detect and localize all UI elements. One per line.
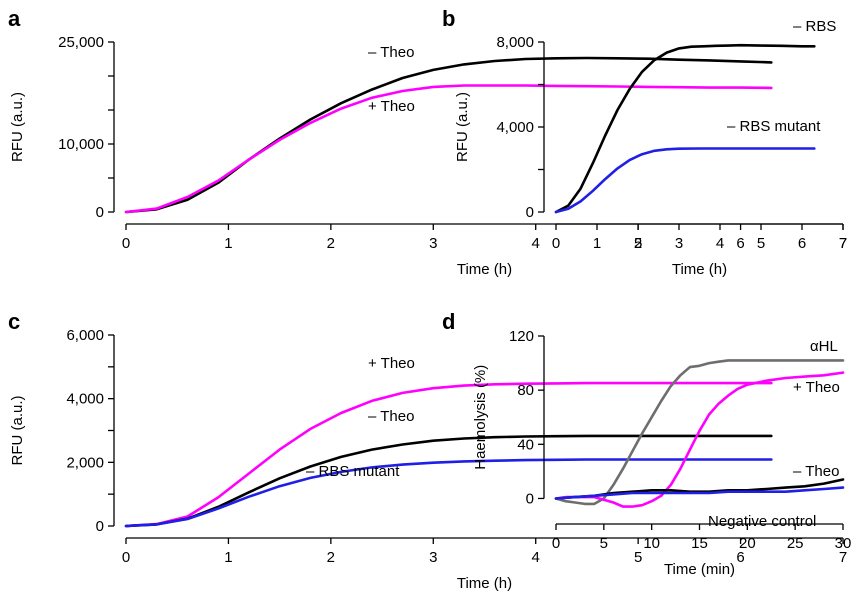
y-tick-label: 40 bbox=[517, 436, 534, 453]
series-annotation: + Theo bbox=[793, 379, 840, 396]
series-annotation: + Theo bbox=[368, 355, 415, 372]
x-tick-label: 4 bbox=[532, 235, 540, 252]
series-annotation: – RBS mutant bbox=[306, 463, 400, 480]
x-axis-label: Time (h) bbox=[672, 261, 727, 278]
x-axis-label: Time (h) bbox=[457, 261, 512, 278]
panel-label: c bbox=[8, 309, 20, 334]
x-tick-label: 0 bbox=[552, 235, 560, 252]
x-tick-label: 5 bbox=[757, 235, 765, 252]
x-tick-label: 3 bbox=[429, 549, 437, 566]
series-line-grey bbox=[554, 359, 845, 506]
x-tick-label: 0 bbox=[122, 235, 130, 252]
y-tick-label: 0 bbox=[526, 490, 534, 507]
series-line-magenta bbox=[124, 381, 773, 528]
x-tick-label: 5 bbox=[634, 549, 642, 566]
x-tick-label: 1 bbox=[224, 549, 232, 566]
x-tick-label: 4 bbox=[716, 235, 724, 252]
x-axis-label: Time (min) bbox=[664, 561, 735, 578]
y-tick-label: 4,000 bbox=[66, 391, 104, 408]
x-tick-label: 7 bbox=[839, 549, 847, 566]
series-annotation: – Theo bbox=[793, 463, 839, 480]
y-tick-label: 10,000 bbox=[58, 136, 104, 153]
y-axis-label: RFU (a.u.) bbox=[9, 92, 26, 162]
x-tick-label: 1 bbox=[593, 235, 601, 252]
y-axis-label: RFU (a.u.) bbox=[9, 395, 26, 465]
series-line-blue bbox=[554, 147, 816, 214]
x-tick-label: 5 bbox=[634, 235, 642, 252]
y-tick-label: 2,000 bbox=[66, 454, 104, 471]
y-tick-label: 8,000 bbox=[496, 34, 534, 51]
x-tick-label: 3 bbox=[429, 235, 437, 252]
panel-label: b bbox=[442, 6, 455, 31]
x-tick-label: 6 bbox=[736, 235, 744, 252]
x-tick-label: 7 bbox=[839, 235, 847, 252]
series-annotation: – Theo bbox=[368, 408, 414, 425]
x-tick-label: 30 bbox=[835, 535, 852, 552]
y-tick-label: 4,000 bbox=[496, 119, 534, 136]
y-tick-label: 0 bbox=[526, 204, 534, 221]
y-tick-label: 120 bbox=[509, 328, 534, 345]
x-tick-label: 2 bbox=[634, 235, 642, 252]
series-line-blue bbox=[554, 486, 845, 500]
x-tick-label: 10 bbox=[643, 535, 660, 552]
x-tick-label: 6 bbox=[798, 235, 806, 252]
x-tick-label: 3 bbox=[675, 235, 683, 252]
panel-label: a bbox=[8, 6, 21, 31]
x-tick-label: 0 bbox=[552, 535, 560, 552]
y-tick-label: 0 bbox=[96, 204, 104, 221]
x-axis-label: Time (h) bbox=[457, 575, 512, 592]
y-tick-label: 6,000 bbox=[66, 327, 104, 344]
series-line-black bbox=[124, 434, 773, 528]
series-line-black bbox=[554, 43, 816, 214]
series-line-black bbox=[124, 56, 773, 214]
x-tick-label: 20 bbox=[739, 535, 756, 552]
x-tick-label: 4 bbox=[532, 549, 540, 566]
y-tick-label: 0 bbox=[96, 518, 104, 535]
x-tick-label: 15 bbox=[691, 535, 708, 552]
x-tick-label: 2 bbox=[327, 235, 335, 252]
panel-label: d bbox=[442, 309, 455, 334]
x-tick-label: 6 bbox=[736, 549, 744, 566]
x-tick-label: 25 bbox=[787, 535, 804, 552]
y-axis-label: Haemolysis (%) bbox=[472, 365, 489, 470]
x-tick-label: 1 bbox=[224, 235, 232, 252]
x-tick-label: 5 bbox=[600, 535, 608, 552]
y-axis-label: RFU (a.u.) bbox=[454, 92, 471, 162]
series-line-magenta bbox=[554, 371, 845, 508]
y-tick-label: 80 bbox=[517, 382, 534, 399]
series-annotation: Negative control bbox=[708, 513, 816, 530]
y-tick-label: 25,000 bbox=[58, 34, 104, 51]
series-line-blue bbox=[124, 458, 773, 528]
series-annotation: – Theo bbox=[368, 44, 414, 61]
series-annotation: – RBS mutant bbox=[727, 118, 821, 135]
series-annotation: + Theo bbox=[368, 98, 415, 115]
series-annotation: – RBS bbox=[793, 18, 836, 35]
x-tick-label: 2 bbox=[327, 549, 335, 566]
x-tick-label: 0 bbox=[122, 549, 130, 566]
panel-c: c 0 1 2 3 4 5 6 7 Time (h) 0 2,000 4,000 6,000 RFU (a.… bbox=[8, 309, 847, 592]
series-line-magenta bbox=[124, 84, 773, 214]
x-tick-label: 7 bbox=[839, 235, 847, 252]
series-annotation: αHL bbox=[810, 338, 838, 355]
